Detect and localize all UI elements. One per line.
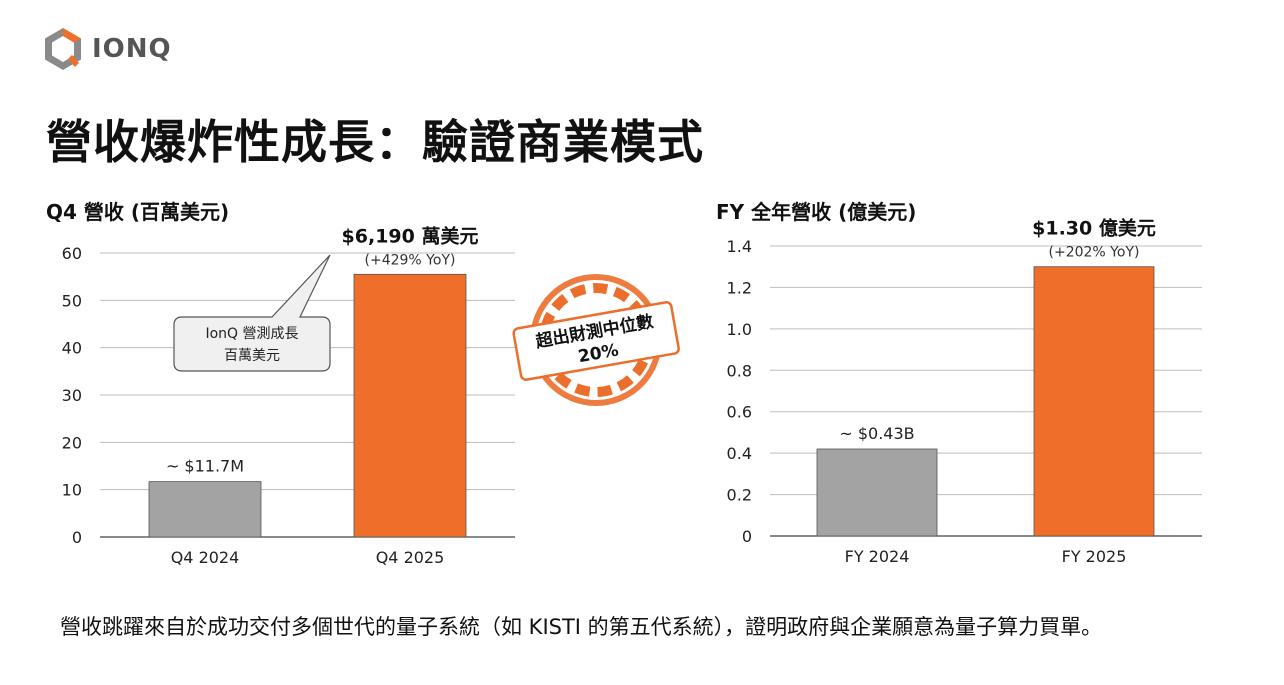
ionq-logo: IONQ [42, 26, 172, 72]
bar-q4-2024 [148, 481, 262, 538]
bar-q4-2025 [353, 273, 467, 538]
callout-line-2: 百萬美元 [224, 348, 280, 364]
data-label: ~ $0.43B [839, 424, 914, 443]
y-tick-label: 0.8 [727, 361, 752, 380]
data-label-main: $1.30 億美元 [1032, 217, 1156, 240]
x-category-label: FY 2024 [845, 547, 910, 566]
footer-note: 營收跳躍來自於成功交付多個世代的量子系統（如 KISTI 的第五代系統），證明政… [60, 615, 1103, 639]
y-tick-label: 20 [62, 433, 82, 452]
q4-chart-title: Q4 營收 (百萬美元) [46, 200, 230, 224]
callout-bubble [173, 254, 331, 372]
data-label: ~ $11.7M [166, 457, 244, 476]
x-category-label: Q4 2024 [171, 548, 240, 567]
page-title: 營收爆炸性成長：驗證商業模式 [46, 115, 704, 169]
y-tick-label: 50 [62, 291, 82, 310]
bar-fy-2025 [1033, 266, 1155, 537]
y-tick-label: 1.0 [727, 320, 752, 339]
y-tick-label: 0.4 [727, 444, 752, 463]
y-tick-label: 1.2 [727, 278, 752, 297]
data-label-sub: (+429% YoY) [365, 252, 456, 268]
bar-fy-2024 [816, 448, 938, 537]
y-tick-label: 40 [62, 339, 82, 358]
x-category-label: Q4 2025 [376, 548, 445, 567]
y-tick-label: 10 [62, 481, 82, 500]
data-label-main: $6,190 萬美元 [342, 224, 479, 247]
q4-revenue-chart: 0 10 20 30 40 50 60 Q4 2024 ~ $11.7M Q4 2025 $6,1… [62, 224, 515, 567]
ionq-hexagon-icon [45, 28, 81, 70]
y-tick-label: 60 [62, 244, 82, 263]
beat-guidance-stamp: 超出財測中位數 20% [512, 274, 680, 406]
y-tick-label: 0 [742, 527, 752, 546]
callout-line-1: IonQ 營測成長 [205, 326, 298, 342]
brand-name: IONQ [92, 34, 172, 64]
y-tick-label: 0.6 [727, 403, 752, 422]
y-tick-label: 0.2 [727, 486, 752, 505]
y-tick-label: 0 [72, 528, 82, 547]
fy-revenue-chart: 0 0.2 0.4 0.6 0.8 1.0 1.2 1.4 FY 2024 ~ $0.43B FY… [727, 217, 1202, 566]
fy-chart-title: FY 全年營收 (億美元) [716, 200, 917, 224]
data-label-sub: (+202% YoY) [1049, 245, 1140, 261]
y-tick-label: 1.4 [727, 237, 752, 256]
x-category-label: FY 2025 [1062, 547, 1127, 566]
y-tick-label: 30 [62, 386, 82, 405]
